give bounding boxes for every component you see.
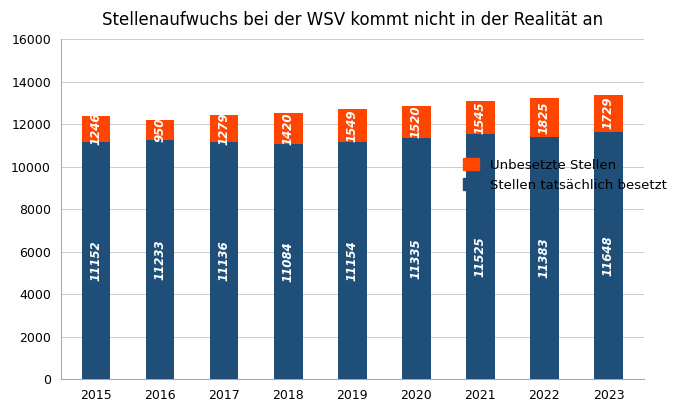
Bar xyxy=(274,113,302,143)
Bar xyxy=(402,138,431,379)
Bar xyxy=(274,143,302,379)
Bar xyxy=(530,137,559,379)
Text: 1520: 1520 xyxy=(410,106,423,138)
Text: 1825: 1825 xyxy=(538,102,551,134)
Text: 1246: 1246 xyxy=(89,113,102,145)
Text: 11136: 11136 xyxy=(217,240,231,281)
Text: 11152: 11152 xyxy=(89,240,102,281)
Text: 11335: 11335 xyxy=(410,238,423,279)
Bar xyxy=(594,95,623,131)
Text: 950: 950 xyxy=(153,118,167,142)
Bar xyxy=(210,115,238,142)
Text: 1545: 1545 xyxy=(474,102,487,134)
Text: 11154: 11154 xyxy=(346,240,359,281)
Text: 1549: 1549 xyxy=(346,109,359,142)
Bar xyxy=(338,142,367,379)
Bar xyxy=(146,120,174,140)
Bar xyxy=(530,98,559,137)
Bar xyxy=(594,131,623,379)
Bar xyxy=(146,140,174,379)
Bar xyxy=(82,116,110,142)
Bar xyxy=(338,109,367,142)
Text: 1279: 1279 xyxy=(217,113,231,145)
Bar xyxy=(466,101,495,134)
Title: Stellenaufwuchs bei der WSV kommt nicht in der Realität an: Stellenaufwuchs bei der WSV kommt nicht … xyxy=(102,11,603,29)
Text: 1729: 1729 xyxy=(602,97,615,129)
Text: 1420: 1420 xyxy=(282,112,295,145)
Text: 11383: 11383 xyxy=(538,238,551,278)
Bar xyxy=(210,142,238,379)
Bar xyxy=(466,134,495,379)
Bar xyxy=(82,142,110,379)
Bar xyxy=(402,106,431,138)
Legend: Unbesetzte Stellen, Stellen tatsächlich besetzt: Unbesetzte Stellen, Stellen tatsächlich … xyxy=(458,153,672,197)
Text: 11525: 11525 xyxy=(474,236,487,277)
Text: 11233: 11233 xyxy=(153,240,167,280)
Text: 11648: 11648 xyxy=(602,235,615,275)
Text: 11084: 11084 xyxy=(282,241,295,282)
